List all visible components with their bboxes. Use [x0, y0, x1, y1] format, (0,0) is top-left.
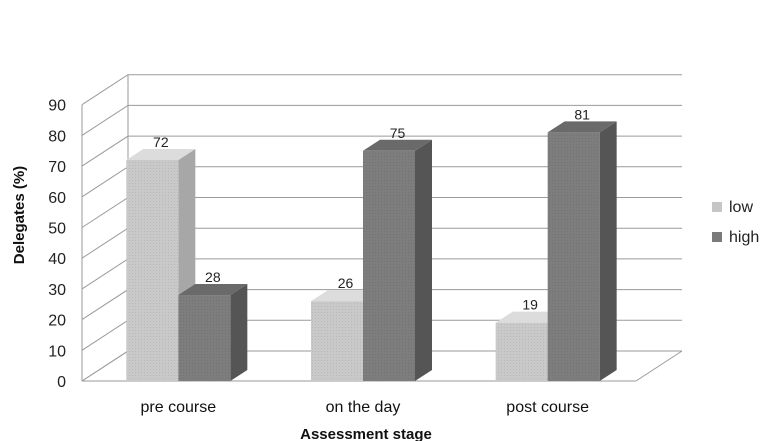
y-tick-label: 40 [48, 251, 66, 268]
bar-top-high-2 [547, 121, 617, 133]
legend: low high [712, 199, 759, 246]
bar-side-high-1 [415, 139, 432, 381]
bar-side-high-2 [599, 121, 617, 381]
bars [126, 121, 617, 381]
data-label-low-0: 72 [153, 134, 169, 150]
gridline-side [81, 104, 129, 136]
y-axis-ticks: 0 10 20 30 40 50 60 70 80 90 [48, 98, 66, 391]
y-tick-label: 20 [48, 313, 66, 330]
gridline-side [81, 258, 129, 290]
x-tick-label: pre course [141, 399, 217, 416]
data-label-high-2: 81 [574, 106, 590, 122]
bar-top-low-1 [311, 290, 380, 302]
y-tick-label: 70 [48, 159, 66, 176]
x-tick-label: on the day [326, 399, 401, 416]
bar-high-0 [178, 295, 231, 381]
bar-high-2 [547, 132, 600, 381]
gridline-side [81, 227, 129, 259]
data-label-high-0: 28 [205, 269, 221, 285]
bar-top-high-1 [363, 139, 432, 151]
y-tick-label: 50 [48, 221, 66, 238]
legend-label-high: high [729, 229, 759, 246]
y-tick-label: 90 [48, 98, 66, 115]
y-tick-label: 0 [57, 374, 66, 391]
floor-right-edge [635, 350, 683, 382]
legend-label-low: low [729, 199, 753, 216]
y-tick-label: 10 [48, 343, 66, 360]
x-axis-categories: pre course on the day post course [141, 399, 590, 416]
data-label-low-2: 19 [522, 297, 538, 313]
gridline-side [81, 350, 129, 382]
y-axis-title: Delegates (%) [11, 166, 28, 264]
legend-swatch-high [712, 232, 722, 242]
gridline-side [81, 74, 129, 106]
legend-swatch-low [712, 202, 722, 212]
bar-high-1 [363, 150, 415, 381]
bar-low-0 [126, 159, 179, 381]
data-labels: 72 28 26 75 19 81 [153, 106, 590, 312]
bar-top-low-2 [495, 311, 565, 323]
y-tick-label: 60 [48, 190, 66, 207]
bar-top-high-0 [178, 284, 248, 296]
data-label-high-1: 75 [390, 125, 406, 141]
bar-side-high-0 [230, 284, 248, 381]
gridline-side [81, 319, 129, 351]
gridline-side [81, 197, 129, 228]
bar-low-1 [311, 301, 363, 381]
x-tick-label: post course [506, 399, 589, 416]
bar-top-low-0 [126, 148, 196, 160]
gridline-side [81, 135, 129, 167]
y-tick-label: 30 [48, 282, 66, 299]
data-label-low-1: 26 [338, 275, 354, 291]
y-tick-label: 80 [48, 128, 66, 145]
bar-low-2 [495, 322, 548, 381]
gridline-side [81, 289, 129, 321]
x-axis-title: Assessment stage [300, 426, 432, 441]
gridline-side [81, 166, 129, 198]
